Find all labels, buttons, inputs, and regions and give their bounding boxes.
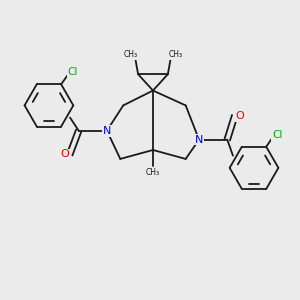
Text: N: N xyxy=(195,135,203,145)
Text: Cl: Cl xyxy=(272,130,283,140)
Text: O: O xyxy=(236,111,244,121)
Text: N: N xyxy=(103,126,111,136)
Text: CH₃: CH₃ xyxy=(168,50,182,59)
Text: CH₃: CH₃ xyxy=(124,50,138,59)
Text: Cl: Cl xyxy=(68,67,78,77)
Text: O: O xyxy=(60,149,69,160)
Text: CH₃: CH₃ xyxy=(146,168,160,177)
